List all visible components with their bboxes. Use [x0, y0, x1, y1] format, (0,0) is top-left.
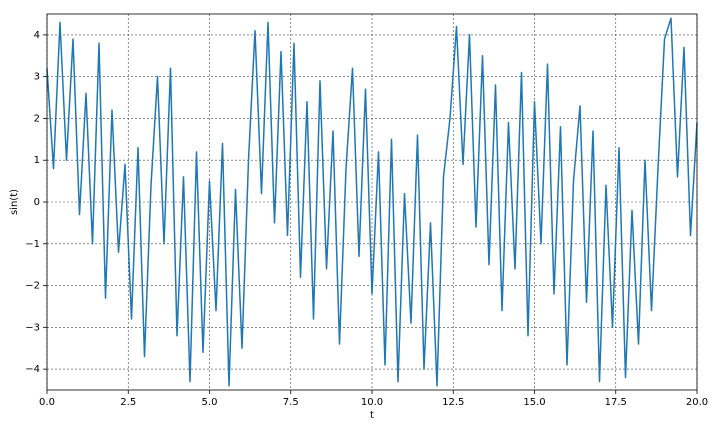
y-axis-label: sin(t) — [9, 189, 20, 215]
x-axis-label: t — [370, 410, 374, 421]
y-tick-label: 2 — [34, 113, 40, 124]
x-tick-label: 15.0 — [523, 397, 545, 408]
x-tick-label: 20.0 — [686, 397, 708, 408]
plot-frame — [46, 13, 698, 391]
x-tick-label: 5.0 — [202, 397, 218, 408]
x-tick-label: 2.5 — [120, 397, 136, 408]
y-tick-label: −1 — [25, 239, 40, 250]
x-tick-label: 12.5 — [442, 397, 464, 408]
y-tick-label: −3 — [25, 322, 40, 333]
x-tick-label: 7.5 — [283, 397, 299, 408]
y-tick-label: −2 — [25, 281, 40, 292]
x-tick-label: 10.0 — [361, 397, 383, 408]
y-tick-label: 3 — [34, 72, 40, 83]
y-tick-label: 0 — [34, 197, 40, 208]
x-tick-label: 0.0 — [39, 397, 55, 408]
y-tick-label: 1 — [34, 155, 40, 166]
x-tick-label: 17.5 — [605, 397, 627, 408]
data-line — [46, 17, 698, 387]
y-tick-label: −4 — [25, 364, 40, 375]
y-tick-label: 4 — [34, 30, 40, 41]
